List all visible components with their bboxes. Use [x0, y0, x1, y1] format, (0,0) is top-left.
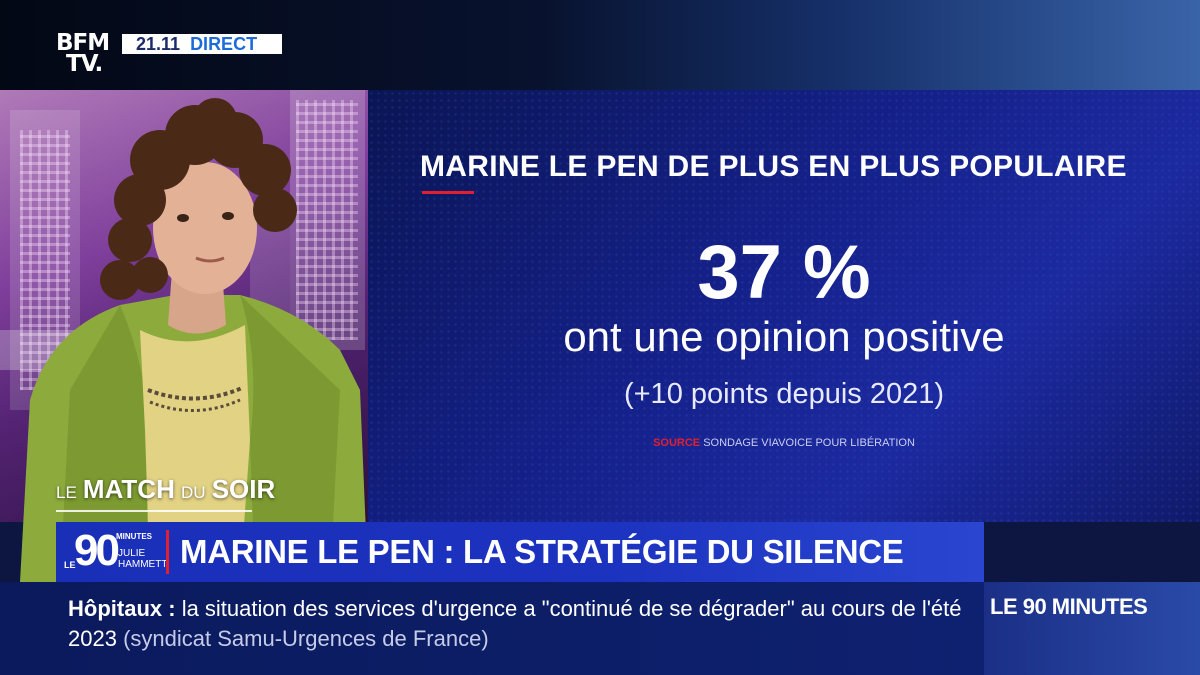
headline-divider: [166, 530, 169, 574]
logo-prefix: LE: [64, 560, 76, 570]
source-line: SOURCE SONDAGE VIAVOICE POUR LIBÉRATION: [368, 436, 1200, 450]
guest-person-illustration: [20, 98, 368, 582]
logo-line-1: BFM: [56, 30, 110, 56]
ticker-body: la situation des services d'urgence a "c…: [68, 596, 962, 651]
le-90-minutes-logo: LE 90 MINUTES JULIE HAMMETT: [64, 526, 167, 578]
show-name: LE MATCH DU SOIR: [56, 474, 275, 505]
ticker-separator: :: [162, 596, 182, 621]
show-word-soir: SOIR: [211, 474, 276, 504]
poll-graphic-panel: [368, 90, 1200, 522]
show-word-le: LE: [56, 483, 77, 502]
source-text: SONDAGE VIAVOICE POUR LIBÉRATION: [703, 437, 915, 449]
ticker-text: Hôpitaux : la situation des services d'u…: [68, 594, 968, 654]
bfmtv-logo: BFM TV.: [56, 30, 118, 77]
title-underline: [422, 191, 474, 194]
news-ticker: [0, 582, 984, 675]
headline-text: MARINE LE PEN : LA STRATÉGIE DU SILENCE: [180, 533, 904, 570]
show-word-du: DU: [181, 483, 206, 502]
poll-percentage: 37 %: [697, 230, 871, 315]
poll-change: (+10 points depuis 2021): [623, 378, 945, 410]
logo-number: 90: [74, 526, 120, 575]
headline-bar: [56, 522, 984, 582]
host-first-name: JULIE: [118, 548, 146, 559]
logo-line-2: TV.: [66, 51, 103, 77]
graphic-title: MARINE LE PEN DE PLUS EN PLUS POPULAIRE: [420, 150, 1127, 183]
show-underline: [56, 510, 252, 512]
live-clock-box: 21.11 DIRECT: [122, 34, 282, 54]
ticker-topic: Hôpitaux: [68, 596, 163, 621]
source-label: SOURCE: [653, 437, 701, 449]
ticker-source: (syndicat Samu-Urgences de France): [123, 626, 489, 651]
host-last-name: HAMMETT: [118, 559, 168, 570]
live-label: DIRECT: [190, 33, 258, 54]
clock-time: 21.11: [136, 33, 181, 54]
program-label-box: [984, 582, 1200, 675]
program-label: LE 90 MINUTES: [990, 594, 1148, 619]
logo-suffix: MINUTES: [116, 532, 152, 541]
show-word-match: MATCH: [82, 474, 175, 504]
poll-caption: ont une opinion positive: [563, 313, 1005, 360]
host-name: JULIE HAMMETT: [118, 548, 167, 570]
